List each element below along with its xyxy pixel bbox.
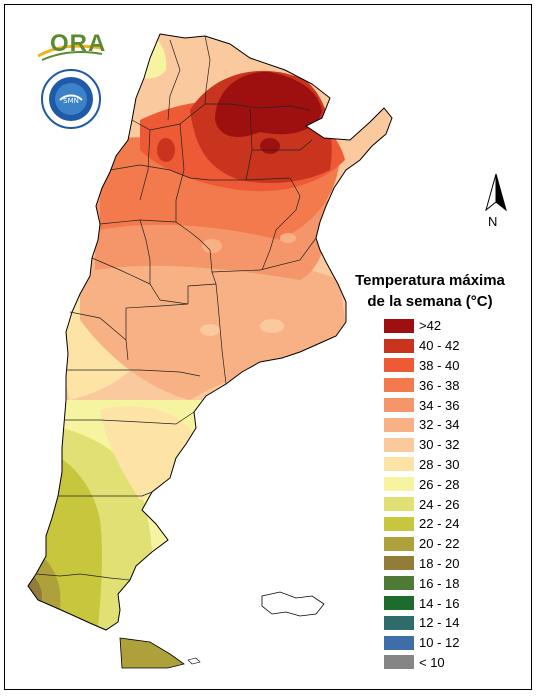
legend-label: 14 - 16 [419, 595, 460, 611]
legend-swatch [384, 477, 414, 492]
north-label: N [488, 214, 498, 229]
legend-label: 34 - 36 [419, 397, 460, 413]
legend-swatch [384, 437, 414, 452]
legend-title-line1: Temperatura máxima [355, 272, 505, 289]
legend-swatch [384, 318, 414, 333]
legend-label: 30 - 32 [419, 437, 460, 453]
legend-title: Temperatura máxima de la semana (°C) [340, 270, 520, 312]
small-island [187, 657, 201, 665]
legend-label: >42 [419, 318, 442, 334]
legend-swatch [384, 338, 414, 353]
legend-swatch [384, 635, 414, 650]
legend-item: 34 - 36 [384, 395, 459, 415]
legend-item: 16 - 18 [384, 573, 459, 593]
country-outline [27, 33, 393, 631]
legend-item: 38 - 40 [384, 356, 459, 376]
legend-item: >42 [384, 316, 459, 336]
legend-label: 16 - 18 [419, 575, 460, 591]
legend-swatch [384, 556, 414, 571]
legend-item: 12 - 14 [384, 613, 459, 633]
malvinas-islands [261, 591, 325, 617]
legend-label: 28 - 30 [419, 456, 460, 472]
legend-swatch [384, 457, 414, 472]
legend-label: 18 - 20 [419, 555, 460, 571]
ora-logo-swoosh [37, 44, 103, 61]
legend-item: 26 - 28 [384, 474, 459, 494]
legend-swatch [384, 378, 414, 393]
legend-item: < 10 [384, 653, 459, 673]
legend-swatch [384, 615, 414, 630]
legend-item: 40 - 42 [384, 336, 459, 356]
legend-label: 10 - 12 [419, 635, 460, 651]
legend-label: 24 - 26 [419, 496, 460, 512]
legend-item: 18 - 20 [384, 554, 459, 574]
legend-label: 40 - 42 [419, 338, 460, 354]
svg-text:SMN: SMN [63, 97, 79, 105]
province-borders [35, 35, 317, 581]
legend-item: 22 - 24 [384, 514, 459, 534]
legend-item: 10 - 12 [384, 633, 459, 653]
legend-label: 20 - 22 [419, 536, 460, 552]
smn-seal: SMN [41, 69, 101, 129]
legend-swatch [384, 417, 414, 432]
legend-label: 26 - 28 [419, 476, 460, 492]
legend-swatch [384, 358, 414, 373]
legend-label: 12 - 14 [419, 615, 460, 631]
north-arrow-icon [485, 173, 507, 212]
legend-label: < 10 [419, 654, 445, 670]
legend-swatch [384, 497, 414, 512]
tierra-del-fuego [119, 637, 185, 669]
legend-list: >42 40 - 42 38 - 40 36 - 38 34 - 36 32 - 34 30… [384, 316, 459, 672]
legend-swatch [384, 596, 414, 611]
legend-swatch [384, 655, 414, 670]
legend-item: 24 - 26 [384, 494, 459, 514]
legend-item: 36 - 38 [384, 375, 459, 395]
legend-swatch [384, 398, 414, 413]
legend-label: 38 - 40 [419, 357, 460, 373]
legend-swatch [384, 576, 414, 591]
legend-item: 14 - 16 [384, 593, 459, 613]
legend-item: 20 - 22 [384, 534, 459, 554]
legend-swatch [384, 516, 414, 531]
legend-item: 30 - 32 [384, 435, 459, 455]
legend-label: 32 - 34 [419, 417, 460, 433]
ora-logo: ORA [50, 30, 107, 57]
legend-label: 36 - 38 [419, 377, 460, 393]
legend-label: 22 - 24 [419, 516, 460, 532]
legend-swatch [384, 536, 414, 551]
legend-item: 32 - 34 [384, 415, 459, 435]
legend-item: 28 - 30 [384, 455, 459, 475]
legend-title-line2: de la semana (°C) [367, 293, 493, 310]
